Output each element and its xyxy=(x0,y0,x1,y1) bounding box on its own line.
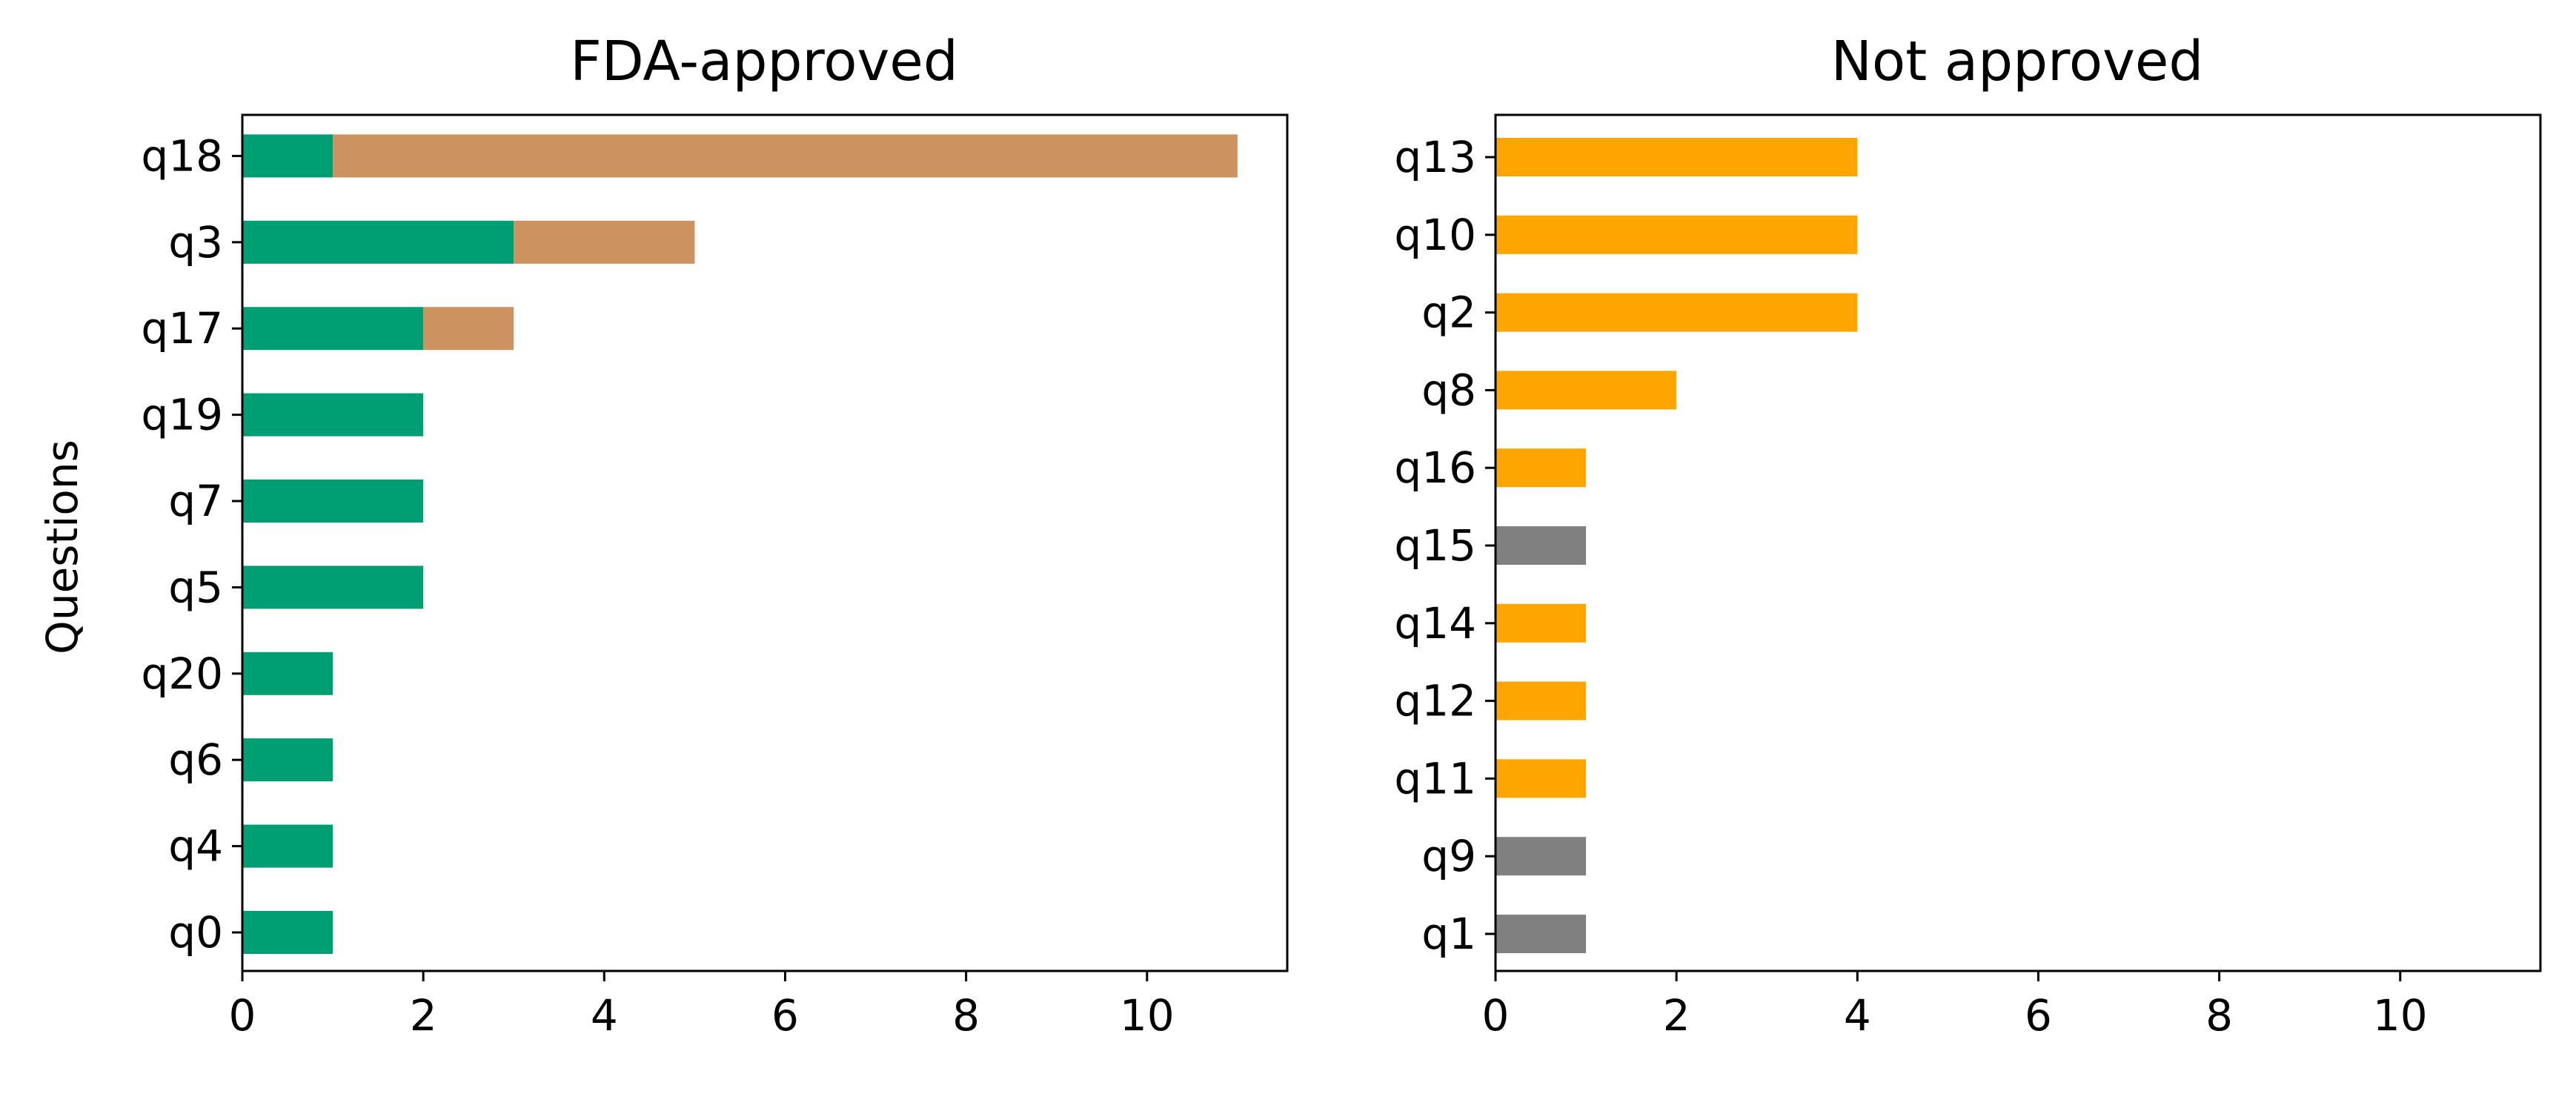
fda-approved-bar-q18-segment-2 xyxy=(333,134,1238,178)
not-approved-ytick-label-q16: q16 xyxy=(1394,442,1476,493)
not-approved-ytick-label-q15: q15 xyxy=(1394,520,1476,571)
fda-approved-ylabel: Questions xyxy=(37,440,87,654)
not-approved-title: Not approved xyxy=(1831,30,2204,93)
fda-approved-xtick-label-6: 6 xyxy=(771,990,799,1041)
not-approved-ytick-label-q10: q10 xyxy=(1394,210,1476,260)
not-approved-xtick-label-0: 0 xyxy=(1482,990,1510,1041)
fda-approved-bar-q6-segment-1 xyxy=(242,738,333,782)
not-approved-bar-q8 xyxy=(1496,371,1677,410)
fda-approved-ytick-label-q0: q0 xyxy=(168,907,223,958)
not-approved-xtick-label-6: 6 xyxy=(2025,990,2052,1041)
not-approved-bar-q15 xyxy=(1496,526,1587,565)
fda-approved-bar-q7-segment-1 xyxy=(242,480,424,523)
fda-approved-axes-frame xyxy=(241,113,1289,972)
fda-approved-ytick-label-q20: q20 xyxy=(141,649,223,699)
fda-approved-ytick-label-q5: q5 xyxy=(168,562,223,612)
fda-approved-xtick-label-2: 2 xyxy=(410,990,437,1041)
fda-approved-xtick-label-0: 0 xyxy=(229,990,256,1041)
not-approved-axes-frame xyxy=(1494,113,2542,972)
fda-approved-panel: FDA-approved Questions q0q4q6q20q5q7q19q… xyxy=(37,30,1289,1041)
not-approved-xtick-label-8: 8 xyxy=(2205,990,2233,1041)
fda-approved-ytick-label-q17: q17 xyxy=(141,303,223,354)
not-approved-ytick-label-q14: q14 xyxy=(1394,598,1476,649)
not-approved-bar-q1 xyxy=(1496,915,1587,953)
fda-approved-bar-q20-segment-1 xyxy=(242,652,333,695)
not-approved-ytick-label-q2: q2 xyxy=(1421,288,1476,338)
not-approved-panel: Not approved q1q9q11q12q14q15q16q8q2q10q… xyxy=(1394,30,2542,1041)
fda-approved-ytick-label-q19: q19 xyxy=(141,390,223,440)
not-approved-bar-q16 xyxy=(1496,448,1587,488)
not-approved-ytick-label-q13: q13 xyxy=(1394,132,1476,182)
not-approved-bar-q11 xyxy=(1496,759,1587,798)
not-approved-bar-q9 xyxy=(1496,837,1587,876)
not-approved-ytick-label-q9: q9 xyxy=(1421,831,1476,881)
fda-approved-xtick-label-10: 10 xyxy=(1120,990,1175,1041)
not-approved-xtick-label-4: 4 xyxy=(1844,990,1871,1041)
not-approved-bar-q12 xyxy=(1496,681,1587,720)
not-approved-bar-q10 xyxy=(1496,215,1858,254)
not-approved-xtick-label-10: 10 xyxy=(2373,990,2428,1041)
fda-approved-bar-q0-segment-1 xyxy=(242,911,333,954)
fda-approved-title: FDA-approved xyxy=(570,30,958,93)
fda-approved-bar-q3-segment-2 xyxy=(514,220,695,264)
not-approved-ytick-label-q12: q12 xyxy=(1394,676,1476,726)
not-approved-xtick-label-2: 2 xyxy=(1663,990,1690,1041)
not-approved-ytick-label-q1: q1 xyxy=(1421,909,1476,959)
fda-approved-bar-q4-segment-1 xyxy=(242,824,333,868)
fda-approved-bar-q5-segment-1 xyxy=(242,566,424,609)
fda-approved-bar-q3-segment-1 xyxy=(242,220,514,264)
fda-approved-xtick-label-8: 8 xyxy=(952,990,980,1041)
fda-approved-ytick-label-q18: q18 xyxy=(141,130,223,181)
fda-approved-bar-q18-segment-1 xyxy=(242,134,333,178)
fda-approved-bar-q17-segment-1 xyxy=(242,307,424,351)
fda-approved-ytick-label-q4: q4 xyxy=(168,821,223,872)
not-approved-ytick-label-q8: q8 xyxy=(1421,365,1476,415)
fda-approved-ytick-label-q3: q3 xyxy=(168,217,223,268)
fda-approved-ytick-label-q7: q7 xyxy=(168,476,223,526)
not-approved-plot-area: q1 q9 q11 q12 q14 q15 q16 q8 q2 q10 q13 0 2 4 6 8 10 xyxy=(1394,113,2542,1041)
fda-approved-xtick-label-4: 4 xyxy=(591,990,618,1041)
not-approved-bar-q2 xyxy=(1496,293,1858,332)
fda-approved-bar-q17-segment-2 xyxy=(423,307,514,351)
fda-approved-plot-area: q0 q4 q6 q20 q5 q7 q19 q17 q3 q18 0 2 4 6 8 10 xyxy=(141,113,1289,1041)
not-approved-ytick-label-q11: q11 xyxy=(1394,753,1476,803)
not-approved-bar-q13 xyxy=(1496,138,1858,176)
fda-approved-bar-q19-segment-1 xyxy=(242,393,424,437)
fda-approved-ytick-label-q6: q6 xyxy=(168,735,223,785)
not-approved-bar-q14 xyxy=(1496,603,1587,643)
